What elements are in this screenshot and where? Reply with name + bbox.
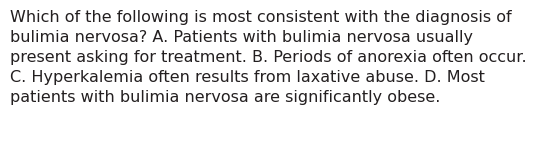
Text: Which of the following is most consistent with the diagnosis of
bulimia nervosa?: Which of the following is most consisten… <box>10 10 527 105</box>
